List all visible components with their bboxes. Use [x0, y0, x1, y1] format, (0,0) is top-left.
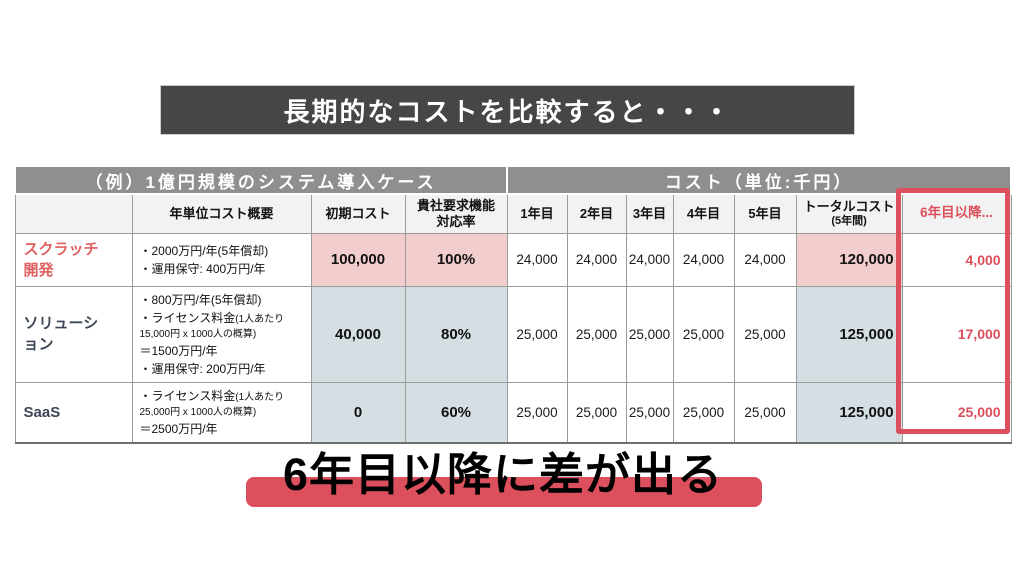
detail-main: ・ライセンス料金 — [139, 388, 236, 403]
detail-small: (1人あたり — [235, 391, 285, 403]
detail-line: ・800万円/年(5年償却) — [139, 292, 262, 307]
col-header-feature-rate: 貴社要求機能 対応率 — [404, 193, 508, 234]
group-header-example-case: （例）1億円規模のシステム導入ケース — [13, 165, 509, 195]
cell-year2: 25,000 — [566, 381, 627, 443]
highlight-banner — [246, 477, 762, 507]
detail-line: 15,000円 x 1000人の概算) — [139, 328, 257, 340]
col-header-year1: 1年目 — [506, 193, 568, 234]
cell-feature-rate: 60% — [404, 381, 508, 443]
col-header-total-cost-line2: (5年間) — [831, 215, 867, 227]
detail-line: ・2000万円/年(5年償却) — [139, 243, 269, 258]
table-group-header-row: （例）1億円規模のシステム導入ケース コスト（単位:千円） — [13, 165, 1013, 195]
cell-year5: 25,000 — [733, 285, 797, 383]
col-header-feature-rate-line2: 対応率 — [436, 213, 476, 229]
cell-feature-rate: 80% — [404, 285, 508, 383]
group-header-cost-unit: コスト（単位:千円） — [506, 165, 1013, 195]
col-header-total-cost-line1: トータルコスト — [803, 198, 895, 214]
col-header-feature-rate-line1: 貴社要求機能 — [417, 197, 496, 213]
row-label-scratch: スクラッチ開発 — [14, 232, 133, 287]
cell-year3: 24,000 — [625, 232, 674, 287]
cell-year5: 25,000 — [733, 381, 797, 443]
detail-small: (1人あたり — [235, 313, 285, 325]
cell-year1: 25,000 — [506, 285, 568, 383]
cell-initial-cost: 40,000 — [310, 285, 406, 383]
cell-year4: 25,000 — [672, 381, 735, 443]
col-header-annual-cost-summary: 年単位コスト概要 — [131, 193, 312, 234]
col-header-row-label — [14, 193, 133, 234]
cell-feature-rate: 100% — [404, 232, 508, 287]
col-header-year3: 3年目 — [625, 193, 674, 234]
detail-line: ・ライセンス料金(1人あたり — [140, 309, 308, 327]
detail-line: ・運用保守: 200万円/年 — [139, 361, 266, 376]
cell-total-cost: 120,000 — [795, 232, 903, 287]
cell-year4: 24,000 — [672, 232, 735, 287]
cell-total-cost: 125,000 — [795, 381, 903, 443]
cell-year2: 25,000 — [566, 285, 627, 383]
slide-title-bar: 長期的なコストを比較すると・・・ — [160, 85, 855, 135]
cell-year1: 25,000 — [506, 381, 568, 443]
table-row-saas: SaaS ・ライセンス料金(1人あたり 25,000円 x 1000人の概算) … — [14, 381, 1012, 443]
col-header-total-cost: トータルコスト (5年間) — [795, 193, 903, 234]
cell-year2: 24,000 — [566, 232, 627, 287]
cell-year3: 25,000 — [625, 285, 674, 383]
cell-total-cost: 125,000 — [795, 285, 903, 383]
detail-line: 25,000円 x 1000人の概算) — [139, 406, 257, 418]
cell-year5: 24,000 — [733, 232, 797, 287]
cell-after-year6: 25,000 — [901, 381, 1012, 443]
cell-details-saas: ・ライセンス料金(1人あたり 25,000円 x 1000人の概算) ＝2500… — [131, 381, 312, 443]
cell-after-year6: 17,000 — [901, 285, 1012, 383]
detail-line: ＝2500万円/年 — [139, 421, 218, 436]
table-column-header-row: 年単位コスト概要 初期コスト 貴社要求機能 対応率 1年目 2年目 3年目 4年… — [14, 193, 1012, 234]
cell-year4: 25,000 — [672, 285, 735, 383]
cell-after-year6: 4,000 — [901, 232, 1012, 287]
cost-comparison-table: （例）1億円規模のシステム導入ケース コスト（単位:千円） 年単位コスト概要 初… — [13, 165, 1013, 444]
cell-details-solution: ・800万円/年(5年償却) ・ライセンス料金(1人あたり 15,000円 x … — [131, 285, 312, 383]
conclusion-text: 6年目以降に差が出る — [282, 449, 724, 500]
cell-details-scratch: ・2000万円/年(5年償却) ・運用保守: 400万円/年 — [131, 232, 312, 287]
detail-line: ・ライセンス料金(1人あたり — [140, 387, 308, 405]
col-header-year4: 4年目 — [672, 193, 735, 234]
detail-main: ・ライセンス料金 — [139, 310, 236, 325]
col-header-year5: 5年目 — [733, 193, 797, 234]
row-label-saas: SaaS — [14, 381, 133, 443]
cell-initial-cost: 100,000 — [310, 232, 406, 287]
cell-year3: 25,000 — [625, 381, 674, 443]
detail-line: ・運用保守: 400万円/年 — [139, 261, 266, 276]
col-header-year2: 2年目 — [566, 193, 627, 234]
cell-initial-cost: 0 — [310, 381, 406, 443]
detail-line: ＝1500万円/年 — [139, 343, 218, 358]
table-row-scratch-development: スクラッチ開発 ・2000万円/年(5年償却) ・運用保守: 400万円/年 1… — [14, 232, 1012, 287]
table-row-solution: ソリューション ・800万円/年(5年償却) ・ライセンス料金(1人あたり 15… — [14, 285, 1012, 383]
slide-title: 長期的なコストを比較すると・・・ — [283, 96, 732, 127]
col-header-initial-cost: 初期コスト — [310, 193, 406, 234]
col-header-after-year6: 6年目以降... — [901, 193, 1012, 234]
row-label-solution: ソリューション — [14, 285, 133, 383]
cell-year1: 24,000 — [506, 232, 568, 287]
